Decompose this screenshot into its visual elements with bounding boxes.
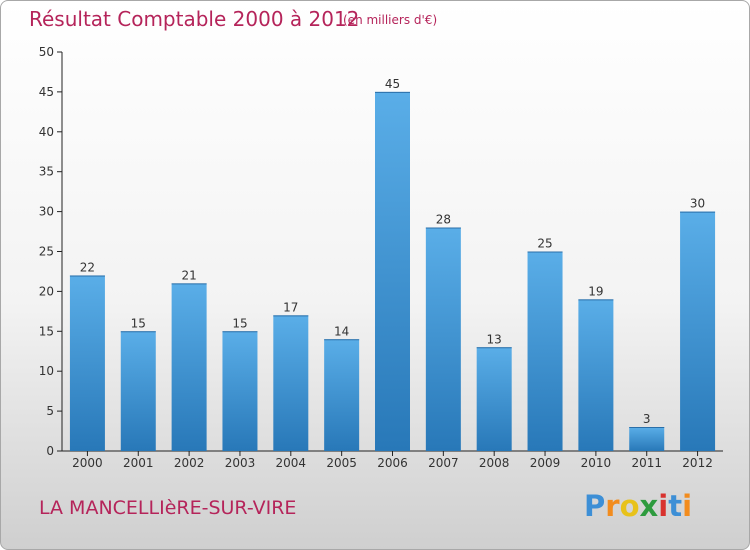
- data-label: 21: [181, 268, 196, 282]
- data-label: 17: [283, 300, 298, 314]
- data-label: 14: [334, 324, 349, 338]
- y-tick-label: 10: [39, 364, 54, 378]
- x-tick-label: 2003: [225, 456, 256, 470]
- data-label: 15: [131, 316, 146, 330]
- location-name: LA MANCELLIèRE-SUR-VIRE: [39, 497, 297, 519]
- proxiti-logo[interactable]: Proxiti: [584, 489, 692, 523]
- bar-2010: [578, 299, 614, 451]
- bar-2003: [222, 331, 258, 451]
- bar-2005: [324, 339, 360, 451]
- y-tick-label: 0: [46, 444, 54, 458]
- y-tick-label: 30: [39, 205, 54, 219]
- bar-2009: [527, 251, 563, 451]
- bar-2001: [120, 331, 156, 451]
- x-tick-label: 2012: [682, 456, 713, 470]
- data-label: 19: [588, 284, 603, 298]
- data-label: 15: [232, 316, 247, 330]
- x-tick-label: 2000: [72, 456, 103, 470]
- x-tick-label: 2005: [326, 456, 357, 470]
- bar-2011: [629, 427, 665, 451]
- y-tick-label: 45: [39, 85, 54, 99]
- y-tick-label: 50: [39, 45, 54, 59]
- data-label: 25: [537, 237, 552, 251]
- bar-2008: [476, 347, 512, 451]
- bar-2000: [69, 275, 105, 451]
- logo-letter: P: [584, 489, 606, 523]
- y-tick-label: 20: [39, 284, 54, 298]
- bar-2012: [680, 211, 716, 451]
- bar-2002: [171, 283, 207, 451]
- logo-letter: o: [619, 489, 640, 523]
- y-tick-label: 15: [39, 324, 54, 338]
- bar-2006: [375, 91, 410, 452]
- data-label: 28: [436, 213, 451, 227]
- x-tick-label: 2011: [631, 456, 662, 470]
- x-tick-label: 2008: [479, 456, 510, 470]
- logo-letter: x: [639, 489, 659, 523]
- bar-2007: [425, 227, 461, 451]
- chart-subtitle: (en milliers d'€): [343, 13, 438, 27]
- y-tick-label: 35: [39, 165, 54, 179]
- x-tick-label: 2004: [276, 456, 307, 470]
- y-tick-label: 5: [46, 404, 54, 418]
- logo-letter: r: [605, 489, 620, 523]
- x-tick-label: 2007: [428, 456, 459, 470]
- logo-letter: i: [658, 489, 669, 523]
- x-tick-label: 2006: [377, 456, 408, 470]
- data-label: 30: [690, 197, 705, 211]
- y-tick-label: 40: [39, 125, 54, 139]
- y-tick-label: 25: [39, 245, 54, 259]
- x-tick-label: 2010: [581, 456, 612, 470]
- data-label: 22: [80, 260, 95, 274]
- x-tick-label: 2001: [123, 456, 154, 470]
- chart-title: Résultat Comptable 2000 à 2012: [29, 7, 360, 31]
- bar-2004: [273, 315, 309, 451]
- logo-letter: t: [668, 489, 683, 523]
- data-label: 13: [487, 332, 502, 346]
- data-label: 3: [643, 412, 651, 426]
- data-label: 45: [385, 77, 400, 91]
- x-tick-label: 2009: [530, 456, 561, 470]
- bar-chart: 0 5 10 15 20 25 30 35 40 45 50 2000 2001 2002 2003 2004…: [39, 45, 723, 470]
- logo-letter: i: [682, 489, 693, 523]
- x-tick-label: 2002: [174, 456, 205, 470]
